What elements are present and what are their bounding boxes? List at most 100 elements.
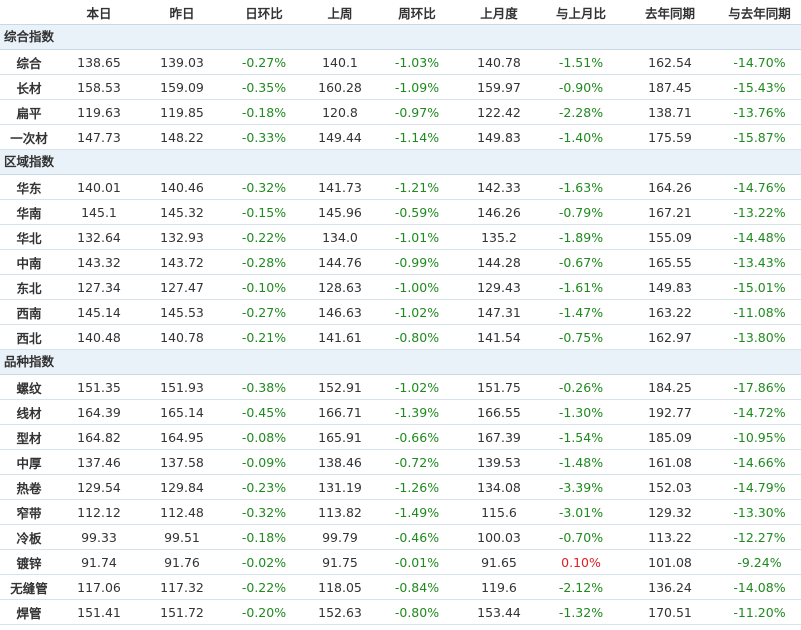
change-cell: -1.01% <box>394 229 440 245</box>
row-label: 窄带 <box>16 505 42 521</box>
change-cell: -0.79% <box>558 204 604 220</box>
value-cell: 99.33 <box>81 529 117 545</box>
value-cell: 140.48 <box>77 329 121 345</box>
change-cell: -9.24% <box>737 554 782 570</box>
change-cell: -10.95% <box>733 429 786 445</box>
change-cell: -0.27% <box>241 54 287 70</box>
value-cell: 141.61 <box>318 329 362 345</box>
value-cell: 129.32 <box>648 504 692 520</box>
row-label: 东北 <box>16 280 42 296</box>
value-cell: 159.97 <box>477 79 521 95</box>
value-cell: 164.82 <box>77 429 121 445</box>
change-cell: -0.02% <box>241 554 287 570</box>
change-cell: -1.30% <box>558 404 604 420</box>
change-cell: 0.10% <box>561 554 601 570</box>
value-cell: 146.26 <box>477 204 521 220</box>
change-cell: -13.30% <box>733 504 786 520</box>
value-cell: 136.24 <box>648 579 692 595</box>
value-cell: 139.53 <box>477 454 521 470</box>
change-cell: -0.33% <box>241 129 287 145</box>
table-row: 华北 132.64 132.93 -0.22% 134.0 -1.01% 135.2 -1.8… <box>0 225 801 250</box>
table-row: 一次材 147.73 148.22 -0.33% 149.44 -1.14% 149.83 -… <box>0 125 801 150</box>
value-cell: 132.93 <box>160 229 204 245</box>
change-cell: -0.38% <box>241 379 287 395</box>
value-cell: 140.78 <box>160 329 204 345</box>
table-row: 冷板 99.33 99.51 -0.18% 99.79 -0.46% 100.03 -0.70… <box>0 525 801 550</box>
value-cell: 145.14 <box>77 304 121 320</box>
change-cell: -0.18% <box>241 529 287 545</box>
row-label: 华东 <box>16 180 42 196</box>
change-cell: -1.39% <box>394 404 440 420</box>
section-header: 区域指数 <box>0 150 801 175</box>
value-cell: 134.0 <box>322 229 358 245</box>
value-cell: 144.76 <box>318 254 362 270</box>
value-cell: 167.39 <box>477 429 521 445</box>
change-cell: -0.45% <box>241 404 287 420</box>
value-cell: 162.97 <box>648 329 692 345</box>
value-cell: 140.1 <box>322 54 358 70</box>
value-cell: 117.06 <box>77 579 121 595</box>
change-cell: -13.76% <box>733 104 786 120</box>
change-cell: -11.20% <box>733 604 786 620</box>
table-header: 本日 昨日 日环比 上周 周环比 上月度 与上月比 去年同期 与去年同期 <box>0 0 801 25</box>
change-cell: -3.01% <box>558 504 604 520</box>
value-cell: 139.03 <box>160 54 204 70</box>
change-cell: -3.39% <box>558 479 604 495</box>
row-label: 一次材 <box>10 130 48 146</box>
change-cell: -0.08% <box>241 429 287 445</box>
change-cell: -0.67% <box>558 254 604 270</box>
row-label: 型材 <box>16 430 42 446</box>
change-cell: -0.22% <box>241 579 287 595</box>
value-cell: 160.28 <box>318 79 362 95</box>
value-cell: 144.28 <box>477 254 521 270</box>
value-cell: 138.65 <box>77 54 121 70</box>
value-cell: 143.72 <box>160 254 204 270</box>
header-last-week: 上周 <box>327 5 353 21</box>
value-cell: 175.59 <box>648 129 692 145</box>
header-daily-change: 日环比 <box>245 5 283 21</box>
value-cell: 151.93 <box>160 379 204 395</box>
change-cell: -1.63% <box>558 179 604 195</box>
value-cell: 164.26 <box>648 179 692 195</box>
table-row: 长材 158.53 159.09 -0.35% 160.28 -1.09% 159.97 -0… <box>0 75 801 100</box>
value-cell: 148.22 <box>160 129 204 145</box>
value-cell: 153.44 <box>477 604 521 620</box>
value-cell: 137.46 <box>77 454 121 470</box>
value-cell: 91.65 <box>481 554 517 570</box>
change-cell: -0.80% <box>394 329 440 345</box>
change-cell: -0.21% <box>241 329 287 345</box>
table-row: 中南 143.32 143.72 -0.28% 144.76 -0.99% 144.28 -0… <box>0 250 801 275</box>
value-cell: 113.82 <box>318 504 362 520</box>
change-cell: -0.32% <box>241 504 287 520</box>
change-cell: -0.80% <box>394 604 440 620</box>
table-body: 综合指数 综合 138.65 139.03 -0.27% 140.1 -1.03% 140.7… <box>0 25 801 625</box>
change-cell: -1.09% <box>394 79 440 95</box>
row-label: 西北 <box>16 330 42 346</box>
value-cell: 152.03 <box>648 479 692 495</box>
change-cell: -1.47% <box>558 304 604 320</box>
change-cell: -1.32% <box>558 604 604 620</box>
header-yesterday: 昨日 <box>169 5 195 21</box>
change-cell: -0.09% <box>241 454 287 470</box>
value-cell: 147.73 <box>77 129 121 145</box>
value-cell: 149.44 <box>318 129 362 145</box>
change-cell: -1.89% <box>558 229 604 245</box>
value-cell: 128.63 <box>318 279 362 295</box>
value-cell: 138.71 <box>648 104 692 120</box>
value-cell: 142.33 <box>477 179 521 195</box>
change-cell: -0.28% <box>241 254 287 270</box>
header-last-year: 去年同期 <box>644 5 695 21</box>
change-cell: -0.26% <box>558 379 604 395</box>
header-weekly-change: 周环比 <box>398 5 436 21</box>
table-row: 综合 138.65 139.03 -0.27% 140.1 -1.03% 140.78 -1.… <box>0 50 801 75</box>
change-cell: -0.18% <box>241 104 287 120</box>
change-cell: -12.27% <box>733 529 786 545</box>
change-cell: -14.66% <box>733 454 786 470</box>
change-cell: -1.26% <box>394 479 440 495</box>
table-row: 焊管 151.41 151.72 -0.20% 152.63 -0.80% 153.44 -1… <box>0 600 801 625</box>
value-cell: 131.19 <box>318 479 362 495</box>
value-cell: 129.43 <box>477 279 521 295</box>
change-cell: -14.76% <box>733 179 786 195</box>
change-cell: -0.97% <box>394 104 440 120</box>
header-today: 本日 <box>86 5 112 21</box>
